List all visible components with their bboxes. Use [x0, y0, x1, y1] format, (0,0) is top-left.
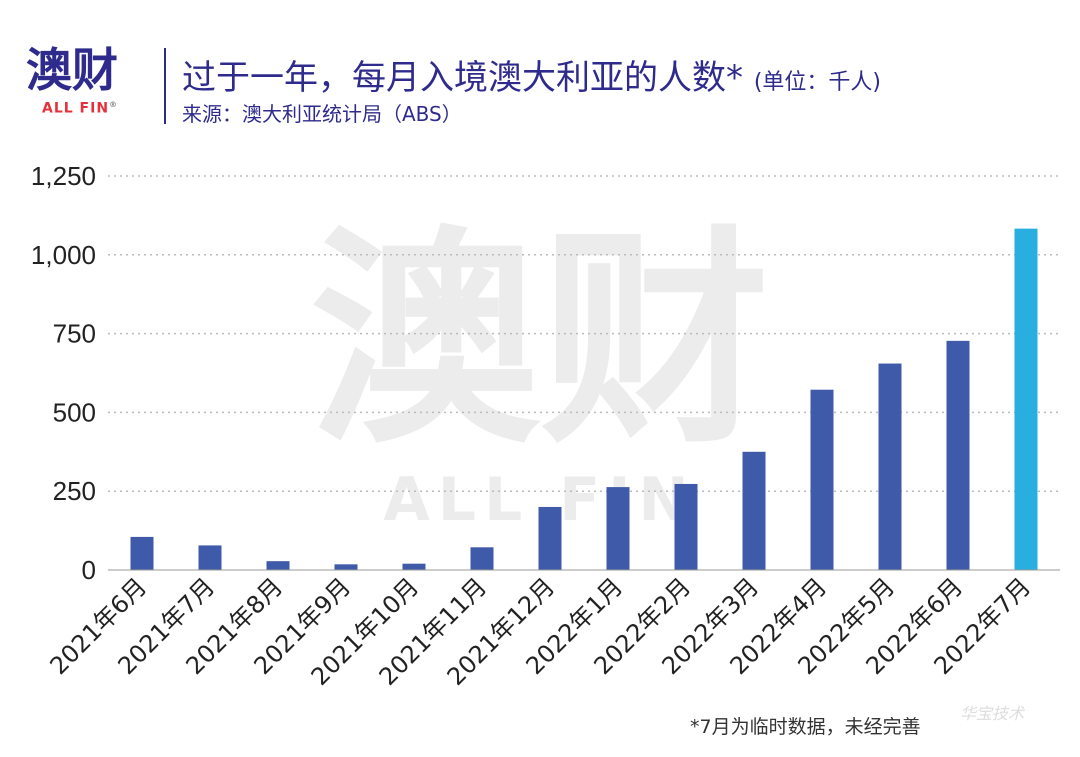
bar [266, 561, 290, 570]
bar [1014, 228, 1038, 570]
bar [742, 451, 766, 570]
y-tick-label: 500 [53, 397, 96, 427]
corner-stamp: 华宝技术 [960, 704, 1025, 723]
bar [810, 389, 834, 570]
bar [402, 563, 426, 570]
bars [130, 228, 1038, 570]
chart-title-unit: (单位：千人) [753, 70, 881, 95]
y-tick-label: 250 [53, 476, 96, 506]
logo-sub-text: ALL FIN [42, 100, 110, 117]
chart-header: 澳财 ALL FIN® 过于一年，每月入境澳大利亚的人数* (单位：千人) 来源… [0, 0, 1080, 150]
watermark-main: 澳财 [310, 208, 770, 475]
bar [334, 564, 358, 570]
bar [538, 506, 562, 570]
bar [198, 545, 222, 570]
allfin-logo: 澳财 ALL FIN® [26, 40, 156, 140]
y-tick-label: 750 [53, 319, 96, 349]
watermark-sub: ALL FIN [383, 465, 696, 535]
y-tick-label: 1,000 [31, 240, 96, 270]
bar [606, 487, 630, 570]
bar [946, 340, 970, 570]
header-divider [164, 48, 166, 124]
chart-title: 过于一年，每月入境澳大利亚的人数* (单位：千人) [182, 50, 881, 99]
chart-title-text: 过于一年，每月入境澳大利亚的人数* [182, 58, 743, 98]
logo-mark: 澳财 [26, 43, 118, 97]
bar [674, 483, 698, 570]
y-tick-label: 1,250 [31, 161, 96, 191]
chart-source: 来源：澳大利亚统计局（ABS） [182, 102, 462, 126]
registered-mark: ® [109, 100, 119, 109]
watermark: 澳财 ALL FIN [310, 208, 770, 535]
bar [878, 363, 902, 570]
y-axis-ticks: 0 250 500 750 1,000 1,250 [31, 161, 96, 585]
bar [470, 547, 494, 570]
footnote: *7月为临时数据，未经完善 [690, 716, 921, 738]
x-axis-ticks: 2021年6月2021年7月2021年8月2021年9月2021年10月2021… [45, 572, 1037, 691]
y-tick-label: 0 [82, 555, 96, 585]
logo-subtext: ALL FIN® [42, 100, 118, 117]
bar [130, 536, 154, 570]
